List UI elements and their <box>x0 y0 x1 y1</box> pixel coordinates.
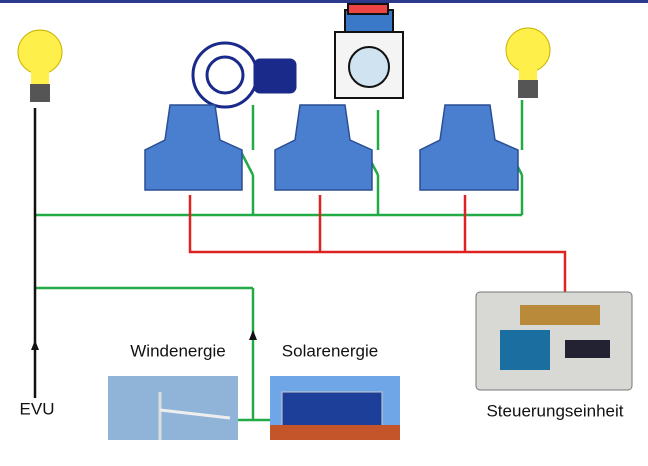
bulb <box>505 27 551 98</box>
relay <box>274 104 373 191</box>
grid-label: EVU <box>20 399 55 418</box>
solar-label: Solarenergie <box>282 341 378 360</box>
socket <box>191 41 297 109</box>
arrow <box>31 340 39 350</box>
washing-machine <box>334 3 404 99</box>
top-bar <box>0 0 648 3</box>
bulb <box>17 29 63 102</box>
relay <box>419 104 519 191</box>
red-wiring <box>188 195 567 292</box>
controller-label: Steuerungseinheit <box>486 401 623 420</box>
controller <box>475 291 633 391</box>
solar-photo <box>270 376 400 440</box>
relay <box>144 104 243 191</box>
wind-photo <box>108 376 238 440</box>
wind-label: Windenergie <box>130 341 225 360</box>
arrow <box>249 330 257 340</box>
